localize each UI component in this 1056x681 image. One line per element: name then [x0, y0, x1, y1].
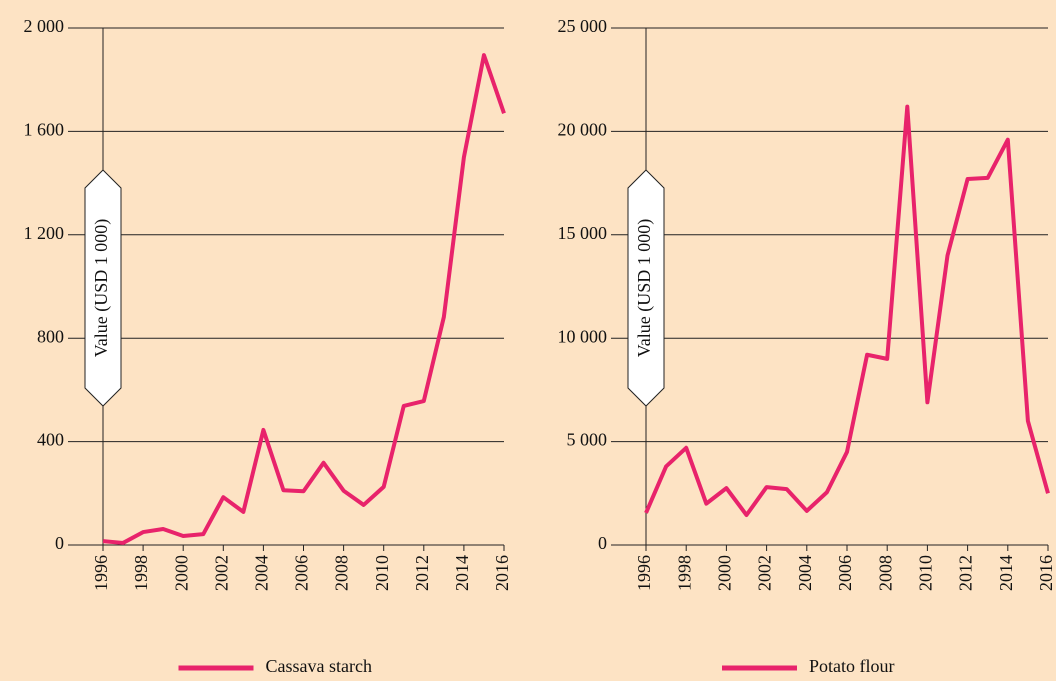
x-tick-label: 2008 — [875, 555, 895, 591]
x-tick-label: 2016 — [492, 555, 512, 591]
data-line — [102, 53, 506, 545]
y-tick-label: 5 000 — [567, 430, 608, 450]
x-tick-label: 2008 — [332, 555, 352, 591]
y-label-box — [84, 169, 122, 407]
y-tick-label: 20 000 — [558, 120, 608, 140]
x-tick-label: 2000 — [171, 555, 191, 591]
x-tick-label: 2006 — [835, 555, 855, 591]
x-tick-label: 2004 — [795, 555, 815, 591]
x-tick-label: 2014 — [996, 555, 1016, 591]
y-axis-label: Value (USD 1 000) — [634, 219, 655, 357]
y-axis-label: Value (USD 1 000) — [91, 219, 112, 357]
x-tick-label: 2010 — [372, 555, 392, 591]
x-tick-label: 2002 — [755, 555, 775, 591]
y-tick-label: 15 000 — [558, 223, 608, 243]
y-tick-label: 400 — [37, 430, 64, 450]
y-label-box — [627, 169, 665, 407]
x-tick-label: 1998 — [674, 555, 694, 591]
x-tick-label: 2004 — [252, 555, 272, 591]
y-tick-label: 1 600 — [24, 120, 65, 140]
legend-label: Cassava starch — [266, 656, 372, 676]
x-tick-label: 2002 — [211, 555, 231, 591]
x-tick-label: 2000 — [715, 555, 735, 591]
x-tick-label: 1996 — [91, 555, 111, 591]
x-tick-label: 1996 — [634, 555, 654, 591]
y-tick-label: 0 — [55, 533, 64, 553]
legend-label: Potato flour — [809, 656, 895, 676]
y-tick-label: 800 — [37, 326, 64, 346]
data-line — [644, 104, 1050, 518]
y-tick-label: 1 200 — [24, 223, 65, 243]
y-tick-label: 2 000 — [24, 16, 65, 36]
x-tick-label: 2016 — [1036, 555, 1056, 591]
x-tick-label: 2006 — [292, 555, 312, 591]
y-tick-label: 10 000 — [558, 326, 608, 346]
x-tick-label: 2010 — [916, 555, 936, 591]
x-tick-label: 2014 — [452, 555, 472, 591]
x-tick-label: 1998 — [131, 555, 151, 591]
y-tick-label: 25 000 — [558, 16, 608, 36]
x-tick-label: 2012 — [412, 555, 432, 591]
y-tick-label: 0 — [598, 533, 607, 553]
x-tick-label: 2012 — [956, 555, 976, 591]
